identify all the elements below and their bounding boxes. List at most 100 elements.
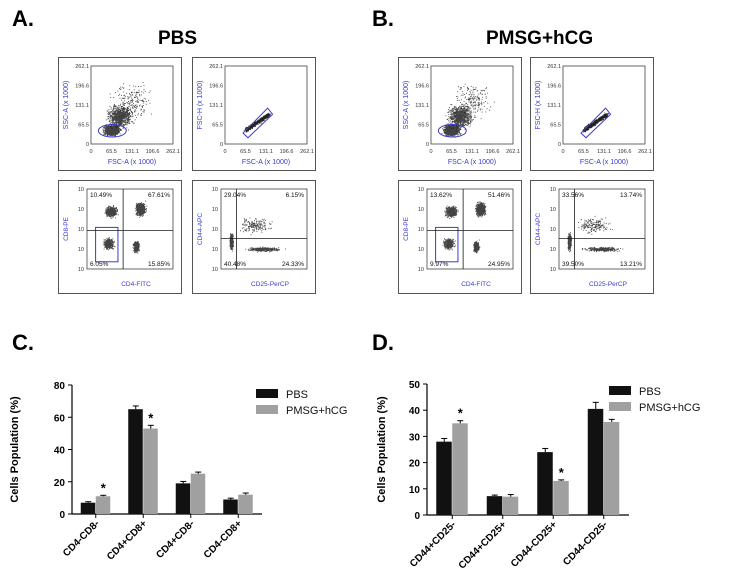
- y-tick-label: 262.1: [547, 64, 561, 70]
- plot-frame: [562, 65, 646, 145]
- x-tick-label: 65.5: [578, 149, 589, 155]
- x-tick-label: 262.1: [506, 149, 520, 155]
- significance-mark: *: [148, 410, 154, 425]
- scatter-box-pbs-ssc-svg: 00 65.5 65.5 131.1 131.1 196.6 196.6 262.1 262.1…: [63, 64, 180, 166]
- y-tick-label: 10: [418, 227, 424, 233]
- bar-hcg: [143, 428, 158, 514]
- legend-swatch-pbs: [256, 389, 278, 398]
- group-title-hcg: PMSG+hCG: [486, 28, 594, 49]
- x-axis-label: CD25-PerCP: [251, 281, 289, 288]
- x-tick-label: 262.1: [300, 149, 314, 155]
- significance-mark: *: [101, 480, 107, 495]
- x-tick-label: 196.6: [146, 149, 160, 155]
- legend-swatch-pbs: [609, 386, 631, 395]
- lymphocyte-gate: [437, 124, 467, 138]
- legend-label-hcg: PMSG+hCG: [286, 405, 347, 417]
- x-axis-label: FSC-A (x 1000): [580, 159, 628, 166]
- singlet-dots: [582, 112, 609, 133]
- bar-pbs: [436, 441, 452, 515]
- y-axis-label: FSC-H (x 1000): [535, 80, 542, 129]
- panel-letter-a: A.: [12, 6, 34, 31]
- bar-pbs: [175, 483, 191, 514]
- scatter-box-pbs-ssc: 0 0 65.5 65.5 131.1 131.1 196.6 196.6 262.1 262.1…: [58, 57, 182, 171]
- event-dots: [103, 237, 116, 251]
- y-tick-label: 40: [409, 406, 421, 417]
- quadrant-lr-label: 13.21%: [620, 261, 642, 268]
- y-axis-label: FSC-H (x 1000): [197, 80, 204, 129]
- quad-box-hcg-cd44cd25-svg: 10 10 10 10 10 CD25-PerCP CD44-APC 33.56% 13.74%…: [535, 187, 646, 288]
- quadrant-ur-label: 51.46%: [488, 192, 510, 199]
- bar-hcg: [553, 480, 569, 515]
- double-negative-gate: [435, 226, 459, 263]
- singlet-gate: [242, 107, 274, 139]
- quad-box-hcg-cd4cd8-svg: 10 10 10 10 10 CD4-FITC CD8-PE 13.62% 51.46% 9.97…: [403, 187, 514, 288]
- quadrant-ul-label: 13.62%: [430, 192, 452, 199]
- x-axis-label: FSC-A (x 1000): [108, 159, 156, 166]
- event-dots: [105, 101, 137, 132]
- quadrant-lr-label: 24.95%: [488, 261, 510, 268]
- y-tick-label: 65.5: [550, 123, 561, 129]
- event-dots: [240, 217, 273, 236]
- quadrant-lr-label: 15.85%: [148, 261, 170, 268]
- event-dots: [245, 246, 287, 253]
- x-axis-label: CD25-PerCP: [589, 281, 627, 288]
- y-tick-label: 131.1: [209, 103, 223, 109]
- x-tick-label: CD44-CD25-: [561, 519, 610, 568]
- y-axis-title: Cells Population (%): [376, 396, 388, 503]
- quadrant-ll-label: 39.50%: [562, 261, 584, 268]
- quadrant-ur-label: 13.74%: [620, 192, 642, 199]
- quadrant-ul-label: 29.04%: [224, 192, 246, 199]
- y-axis-label: CD44-APC: [197, 213, 204, 245]
- y-tick-label: 131.1: [547, 103, 561, 109]
- y-tick-label: 262.1: [415, 64, 429, 70]
- y-tick-label: 10: [78, 187, 84, 193]
- y-tick-label: 60: [54, 413, 66, 424]
- y-tick-label: 196.6: [547, 84, 561, 90]
- x-tick-label: 196.6: [618, 149, 632, 155]
- y-tick-label: 10: [550, 247, 556, 253]
- legend-swatch-hcg: [609, 402, 631, 411]
- y-tick-label: 10: [78, 247, 84, 253]
- y-tick-label: 0: [86, 142, 89, 148]
- y-tick-label: 10: [550, 187, 556, 193]
- y-tick-label: 10: [418, 267, 424, 273]
- x-tick-label: 131.1: [597, 149, 611, 155]
- event-dots: [567, 232, 572, 253]
- bar-hcg: [238, 494, 253, 514]
- event-dots: [109, 82, 152, 118]
- x-tick-label: 65.5: [106, 149, 117, 155]
- plot-frame: [224, 65, 308, 145]
- x-tick-label: CD44+CD25+: [457, 519, 509, 571]
- x-tick-label: 131.1: [465, 149, 479, 155]
- event-dots: [229, 233, 235, 252]
- quad-box-hcg-cd4cd8: 10 10 10 10 10 CD4-FITC CD8-PE 13.62% 51.46% 9.97…: [398, 180, 522, 294]
- quadrant-ur-label: 6.15%: [286, 192, 305, 199]
- bar-pbs: [486, 496, 503, 515]
- event-dots: [473, 239, 481, 254]
- bar-hcg: [190, 473, 206, 514]
- y-tick-label: 196.6: [415, 84, 429, 90]
- double-negative-gate: [95, 226, 119, 263]
- plot-frame: [86, 188, 174, 270]
- event-dots: [132, 241, 141, 254]
- significance-mark: *: [458, 406, 464, 421]
- x-tick-label: 65.5: [446, 149, 457, 155]
- y-tick-label: 10: [550, 227, 556, 233]
- y-tick-label: 20: [54, 478, 66, 489]
- y-tick-label: 0: [558, 142, 561, 148]
- bar-hcg: [502, 496, 519, 515]
- event-dots: [104, 205, 119, 219]
- y-tick-label: 10: [418, 207, 424, 213]
- scatter-box-hcg-ssc: 0 0 65.5 65.5 131.1 131.1 196.6 196.6 262.1 262.1…: [398, 57, 522, 171]
- group-title-pbs: PBS: [158, 28, 198, 49]
- x-tick-label: CD44-CD25+: [509, 519, 560, 570]
- quad-box-hcg-cd44cd25: 10 10 10 10 10 CD25-PerCP CD44-APC 33.56% 13.74%…: [530, 180, 654, 294]
- x-tick-label: CD4+CD8+: [105, 518, 149, 562]
- y-tick-label: 10: [418, 187, 424, 193]
- y-tick-label: 196.6: [75, 84, 89, 90]
- x-axis-label: FSC-A (x 1000): [448, 159, 496, 166]
- plot-frame: [426, 188, 514, 270]
- y-tick-label: 10: [212, 187, 218, 193]
- x-tick-label: 262.1: [638, 149, 652, 155]
